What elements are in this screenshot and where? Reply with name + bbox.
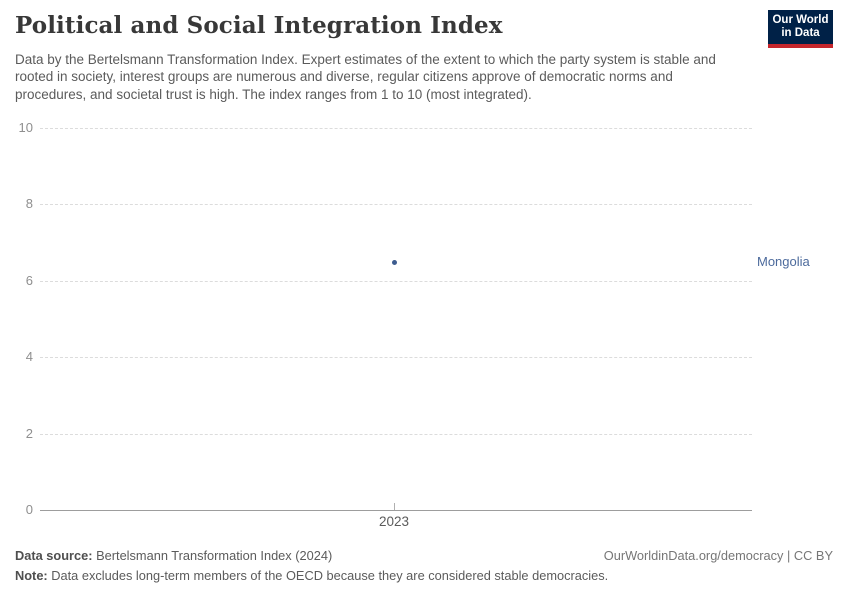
source-label: Data source: <box>15 548 93 563</box>
y-tick-label-8: 8 <box>25 196 33 212</box>
logo-line-1: Our World <box>772 14 829 26</box>
page-title: Political and Social Integration Index <box>15 12 503 39</box>
y-tick-label-6: 6 <box>25 272 33 288</box>
owid-logo[interactable]: Our World in Data <box>768 10 833 48</box>
y-tick-label-10: 10 <box>18 120 33 135</box>
attribution-link[interactable]: OurWorldinData.org/democracy | CC BY <box>603 548 833 563</box>
chart-footer: Data source: Bertelsmann Transformation … <box>15 548 833 584</box>
data-point-mongolia[interactable] <box>392 259 397 265</box>
gridline-y-8 <box>40 204 752 206</box>
note-value: Data excludes long-term members of the O… <box>51 568 609 583</box>
x-tick-label-2023: 2023 <box>378 514 410 529</box>
y-tick-label-4: 4 <box>25 349 33 365</box>
gridline-y-2 <box>40 433 752 435</box>
note-line: Note: Data excludes long-term members of… <box>15 568 833 584</box>
x-axis-tick <box>394 503 395 510</box>
source-line: Data source: Bertelsmann Transformation … <box>15 548 332 564</box>
y-tick-label-2: 2 <box>25 425 33 441</box>
source-value: Bertelsmann Transformation Index (2024) <box>96 548 333 563</box>
entity-label-mongolia[interactable]: Mongolia <box>757 253 810 269</box>
x-axis-line <box>40 510 752 511</box>
y-tick-label-0: 0 <box>25 502 33 517</box>
gridline-y-6 <box>40 280 752 282</box>
logo-line-2: in Data <box>781 27 820 39</box>
note-label: Note: <box>15 568 48 583</box>
gridline-y-10 <box>40 128 752 129</box>
chart-subtitle: Data by the Bertelsmann Transformation I… <box>15 52 716 102</box>
gridline-y-4 <box>40 357 752 359</box>
